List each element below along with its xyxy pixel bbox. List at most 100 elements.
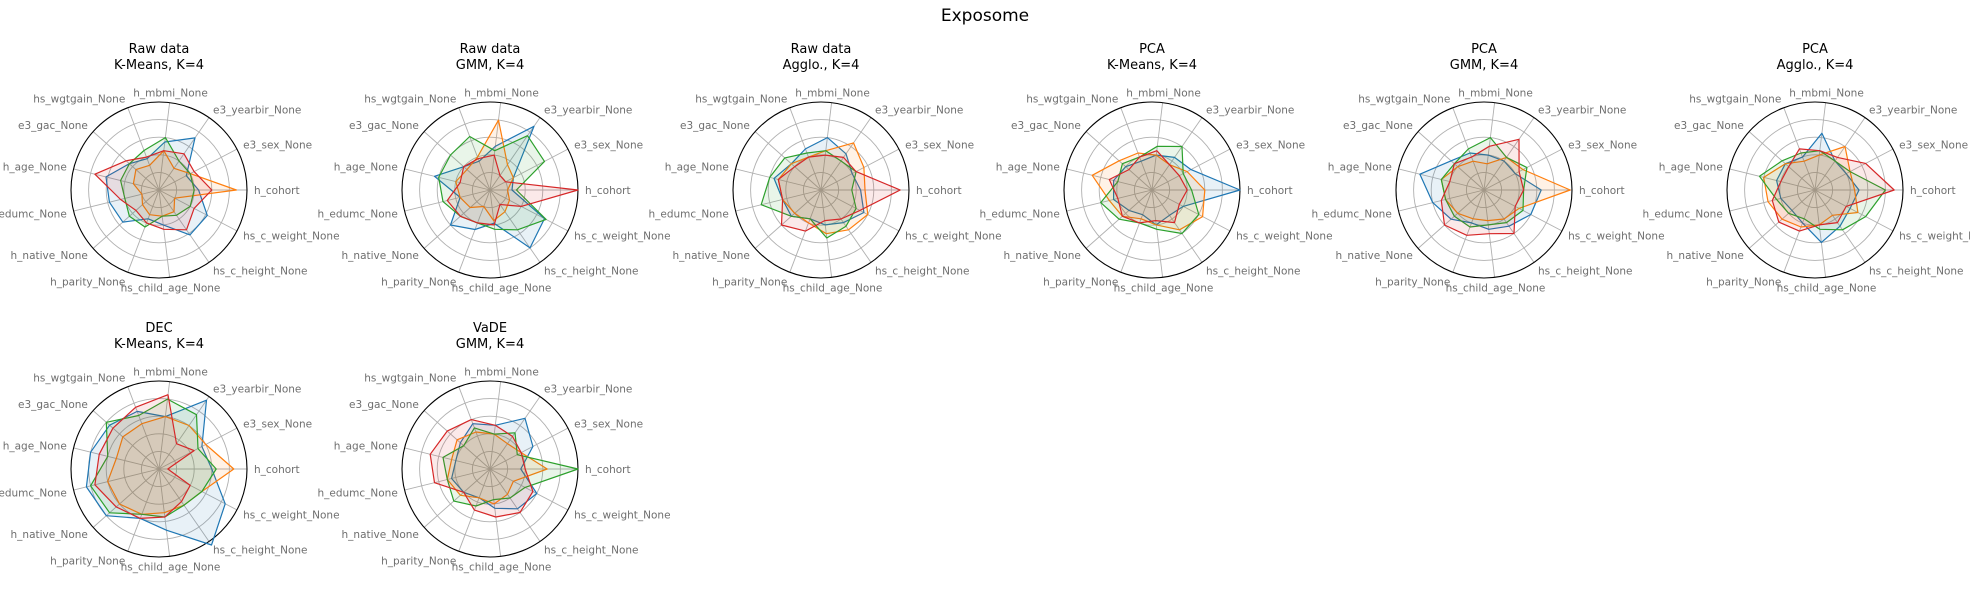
axis-label: hs_c_weight_None — [1568, 231, 1664, 243]
subplot-title: Raw data — [791, 42, 852, 57]
axis-label: e3_yearbir_None — [875, 104, 963, 116]
grid-spoke — [404, 447, 491, 470]
subplot-title: Agglo., K=4 — [1777, 58, 1854, 73]
axis-label: h_cohort — [1910, 185, 1956, 197]
series-polygon — [94, 394, 195, 520]
grid-spoke — [489, 148, 569, 191]
axis-label: hs_wgtgain_None — [33, 372, 125, 384]
axis-label: e3_gac_None — [349, 120, 419, 132]
subplot-title: DEC — [145, 321, 172, 336]
axis-label: h_native_None — [342, 529, 419, 541]
axis-label: h_age_None — [665, 162, 729, 174]
grid-spoke — [158, 102, 171, 191]
axis-label: h_mbmi_None — [464, 367, 539, 379]
series-polygon — [105, 137, 208, 236]
axis-label: h_native_None — [673, 250, 750, 262]
grid-spoke — [127, 386, 160, 470]
axis-label: h_parity_None — [1706, 277, 1781, 289]
axis-label: h_native_None — [1667, 250, 1744, 262]
axis-label: hs_wgtgain_None — [364, 372, 456, 384]
grid-spoke — [489, 117, 541, 191]
axis-label: hs_c_height_None — [1538, 266, 1633, 278]
axis-label: hs_child_age_None — [452, 282, 552, 294]
axis-label: h_native_None — [1004, 250, 1081, 262]
grid-spoke — [458, 189, 491, 273]
grid-spoke — [1151, 117, 1203, 191]
subplot-title: Raw data — [129, 42, 190, 57]
series-polygon — [777, 154, 901, 232]
axis-label: e3_sex_None — [1236, 140, 1305, 152]
axis-label: h_age_None — [996, 162, 1060, 174]
grid-spoke — [1120, 107, 1153, 191]
axis-label: h_mbmi_None — [795, 88, 870, 100]
axis-label: h_parity_None — [712, 277, 787, 289]
axis-label: h_parity_None — [381, 556, 456, 568]
radar-subplot: h_cohort hs_c_weight_None hs_c_height_None… — [317, 321, 670, 573]
grid-spoke — [820, 102, 833, 191]
grid-spoke — [489, 468, 502, 557]
subplot-title: Agglo., K=4 — [783, 58, 860, 73]
subplot-title: PCA — [1471, 42, 1497, 57]
polar-frame — [1726, 101, 1904, 279]
axis-label: hs_child_age_None — [121, 282, 221, 294]
grid-spoke — [458, 107, 491, 191]
axis-label: e3_sex_None — [243, 140, 312, 152]
grid-spoke — [158, 189, 238, 232]
axis-label: h_parity_None — [381, 277, 456, 289]
grid-spoke — [820, 148, 900, 191]
axis-label: e3_yearbir_None — [213, 383, 301, 395]
grid-spoke — [158, 189, 210, 263]
axis-label: h_native_None — [11, 529, 88, 541]
subplot-title: GMM, K=4 — [456, 58, 524, 73]
axis-label: hs_c_weight_None — [574, 510, 670, 522]
subplot-title: GMM, K=4 — [1450, 58, 1518, 73]
axis-label: hs_child_age_None — [452, 561, 552, 573]
grid-spoke — [127, 107, 160, 191]
grid-spoke — [127, 189, 160, 273]
grid-spoke — [1729, 168, 1816, 191]
axis-label: h_edumc_None — [979, 209, 1059, 221]
grid-spoke — [1814, 148, 1894, 191]
axis-label: h_parity_None — [1375, 277, 1450, 289]
axis-label: hs_c_height_None — [213, 545, 308, 557]
axis-label: hs_wgtgain_None — [1026, 93, 1118, 105]
axis-label: hs_wgtgain_None — [33, 93, 125, 105]
radar-subplot: h_cohort hs_c_weight_None hs_c_height_None… — [0, 42, 340, 294]
axis-label: h_cohort — [254, 185, 300, 197]
axis-label: h_age_None — [334, 441, 398, 453]
axis-label: e3_yearbir_None — [1538, 104, 1626, 116]
grid-spoke — [489, 189, 541, 263]
axis-label: hs_c_weight_None — [574, 231, 670, 243]
axis-label: h_parity_None — [1043, 277, 1118, 289]
axis-label: hs_wgtgain_None — [695, 93, 787, 105]
axis-label: hs_c_height_None — [544, 545, 639, 557]
axis-label: h_cohort — [585, 464, 631, 476]
axis-label: h_age_None — [1659, 162, 1723, 174]
series-polygon — [132, 150, 237, 217]
axis-label: hs_c_height_None — [1869, 266, 1964, 278]
grid-spoke — [735, 189, 822, 212]
grid-spoke — [127, 468, 160, 552]
axis-label: e3_gac_None — [1011, 120, 1081, 132]
axis-label: h_mbmi_None — [133, 88, 208, 100]
grid-spoke — [1452, 189, 1485, 273]
series-polygon — [455, 119, 515, 222]
axis-label: e3_gac_None — [1674, 120, 1744, 132]
axis-label: h_native_None — [342, 250, 419, 262]
axis-label: hs_c_weight_None — [243, 231, 339, 243]
grid-spoke — [489, 427, 569, 470]
polar-frame — [1395, 101, 1573, 279]
axis-label: h_mbmi_None — [1789, 88, 1864, 100]
axis-label: e3_sex_None — [1568, 140, 1637, 152]
series-polygon — [773, 137, 865, 226]
grid-spoke — [1120, 189, 1153, 273]
subplot-title: K-Means, K=4 — [1107, 58, 1197, 73]
axis-label: hs_c_height_None — [213, 266, 308, 278]
grid-spoke — [404, 168, 491, 191]
axis-label: e3_yearbir_None — [213, 104, 301, 116]
grid-spoke — [73, 189, 160, 212]
series-polygon — [1771, 148, 1895, 232]
series-polygon — [94, 150, 213, 231]
axis-label: hs_c_height_None — [1206, 266, 1301, 278]
